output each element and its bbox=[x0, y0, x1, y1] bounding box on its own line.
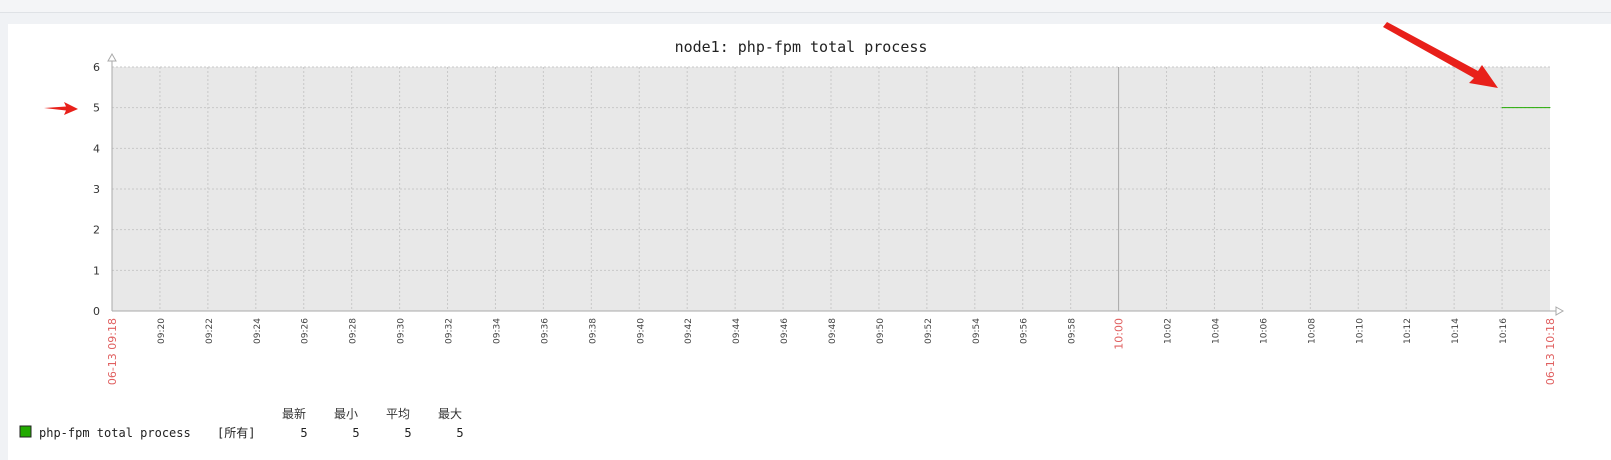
series-lines bbox=[1501, 107, 1551, 109]
legend-header-2: 平均 bbox=[386, 407, 410, 421]
x-start-label: 06-13 09:18 bbox=[106, 318, 119, 385]
axes bbox=[107, 52, 1565, 316]
x-tick-0948: 09:48 bbox=[828, 318, 838, 344]
annotation-arrow-right-icon bbox=[1383, 22, 1498, 88]
legend-header-0: 最新 bbox=[282, 406, 306, 421]
x-tick-0944: 09:44 bbox=[732, 318, 742, 344]
legend-series-name: php-fpm total process bbox=[39, 426, 191, 440]
x-axis-arrow-icon bbox=[1555, 306, 1565, 316]
x-tick-1016: 10:16 bbox=[1499, 318, 1509, 344]
x-tick-0926: 09:26 bbox=[301, 318, 311, 344]
legend: 最新 最小 平均 最大 php-fpm total process [所有] 5 5 5 5 bbox=[19, 406, 464, 440]
x-tick-0928: 09:28 bbox=[349, 318, 359, 344]
annotation-arrow-left-icon bbox=[44, 102, 78, 115]
series-point-0-0 bbox=[1501, 107, 1503, 109]
x-tick-1008: 10:08 bbox=[1307, 318, 1317, 344]
y-tick-6: 6 bbox=[93, 61, 100, 74]
legend-scope: [所有] bbox=[217, 426, 255, 440]
x-tick-0950: 09:50 bbox=[876, 318, 886, 344]
x-tick-0932: 09:32 bbox=[445, 318, 455, 344]
top-panel-strip bbox=[0, 0, 1611, 13]
x-tick-1012: 10:12 bbox=[1403, 318, 1413, 344]
legend-value-1: 5 bbox=[352, 426, 359, 440]
x-tick-0952: 09:52 bbox=[924, 318, 934, 344]
x-tick-0956: 09:56 bbox=[1020, 318, 1030, 344]
y-axis-arrow-icon bbox=[107, 52, 117, 62]
y-tick-0: 0 bbox=[93, 305, 100, 318]
x-tick-0958: 09:58 bbox=[1068, 318, 1078, 344]
x-tick-0924: 09:24 bbox=[253, 318, 263, 344]
series-point-0-1 bbox=[1549, 107, 1551, 109]
legend-header-3: 最大 bbox=[438, 407, 462, 421]
x-tick-1004: 10:04 bbox=[1211, 318, 1221, 344]
legend-header-1: 最小 bbox=[334, 407, 358, 421]
x-end-label: 06-13 10:18 bbox=[1544, 318, 1557, 385]
annotation-arrows bbox=[44, 22, 1498, 115]
y-tick-2: 2 bbox=[93, 224, 100, 237]
x-tick-0938: 09:38 bbox=[588, 318, 598, 344]
y-tick-5: 5 bbox=[93, 102, 100, 115]
x-tick-0942: 09:42 bbox=[684, 318, 694, 344]
x-tick-0930: 09:30 bbox=[397, 318, 407, 344]
legend-swatch-0 bbox=[19, 425, 32, 438]
x-tick-0954: 09:54 bbox=[972, 318, 982, 344]
y-tick-4: 4 bbox=[93, 142, 100, 155]
x-tick-1002: 10:02 bbox=[1164, 318, 1174, 344]
x-tick-0922: 09:22 bbox=[205, 318, 215, 344]
x-tick-1014: 10:14 bbox=[1451, 318, 1461, 344]
y-tick-labels: 0 1 2 3 4 5 6 bbox=[93, 61, 100, 318]
x-tick-0940: 09:40 bbox=[636, 318, 646, 344]
vertical-gridlines bbox=[159, 67, 1503, 311]
chart-title: node1: php-fpm total process bbox=[675, 38, 928, 56]
legend-value-3: 5 bbox=[456, 426, 463, 440]
x-tick-0920: 09:20 bbox=[157, 318, 167, 344]
y-tick-3: 3 bbox=[93, 183, 100, 196]
x-tick-1010: 10:10 bbox=[1355, 318, 1365, 344]
x-tick-0946: 09:46 bbox=[780, 318, 790, 344]
x-tick-labels: 09:20 09:22 09:24 09:26 09:28 09:30 09:32 09:34… bbox=[106, 318, 1557, 385]
legend-value-2: 5 bbox=[404, 426, 411, 440]
x-tick-1006: 10:06 bbox=[1259, 318, 1269, 344]
legend-value-0: 5 bbox=[300, 426, 307, 440]
x-tick-1000: 10:00 bbox=[1113, 318, 1126, 350]
x-tick-0934: 09:34 bbox=[492, 318, 502, 344]
y-tick-1: 1 bbox=[93, 264, 100, 277]
x-tick-0936: 09:36 bbox=[540, 318, 550, 344]
